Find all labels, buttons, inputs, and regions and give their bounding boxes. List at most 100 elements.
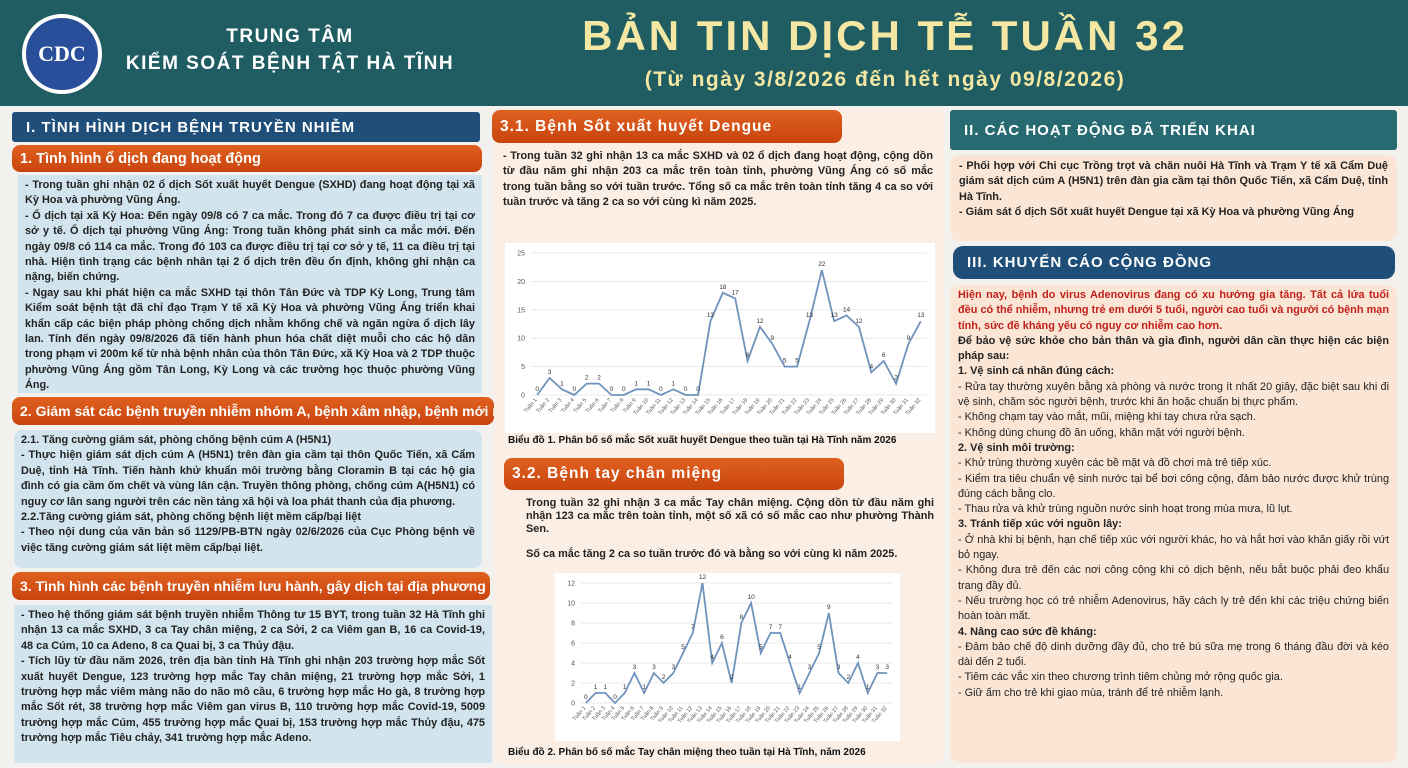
data-label: 17 xyxy=(732,289,740,296)
data-label: 0 xyxy=(573,386,577,393)
item: - Đảm bảo chế độ dinh dưỡng đầy đủ, cho … xyxy=(958,640,1389,669)
data-label: 0 xyxy=(696,386,700,393)
data-label: 2 xyxy=(846,674,850,681)
data-label: 13 xyxy=(806,312,814,319)
data-line xyxy=(536,269,922,397)
data-label: 10 xyxy=(747,594,755,601)
data-label: 1 xyxy=(866,684,870,691)
data-label: 5 xyxy=(759,644,763,651)
data-label: 7 xyxy=(778,624,782,631)
y-tick-label: 25 xyxy=(517,251,525,258)
data-label: 7 xyxy=(769,624,773,631)
item: - Kiểm tra tiêu chuẩn vệ sinh nước tại b… xyxy=(958,472,1389,500)
data-label: 2 xyxy=(894,375,898,382)
data-label: 8 xyxy=(740,614,744,621)
data-label: 12 xyxy=(699,574,707,581)
y-tick-label: 0 xyxy=(521,393,525,400)
data-label: 0 xyxy=(584,694,588,701)
org-line: KIỂM SOÁT BỆNH TẬT HÀ TĨNH xyxy=(125,53,455,74)
paragraph: - Ngay sau khi phát hiện ca mắc SXHD tại… xyxy=(25,286,475,392)
intro: Hiện nay, bệnh do virus Adenovirus đang … xyxy=(958,289,1389,332)
paragraph: Số ca mắc tăng 2 ca so tuần trước đó và … xyxy=(526,548,898,560)
data-label: 4 xyxy=(710,654,714,661)
title: BẢN TIN DỊCH TỄ TUẦN 32 xyxy=(582,12,1188,59)
group-heading: 4. Nâng cao sức đề kháng: xyxy=(958,625,1097,638)
data-label: 4 xyxy=(788,654,792,661)
data-label: 4 xyxy=(856,654,860,661)
item: - Thau rửa và khử trùng nguồn nước sinh … xyxy=(958,503,1293,516)
data-label: 0 xyxy=(684,386,688,393)
item: - Tiêm các vắc xin theo chương trình tiê… xyxy=(958,671,1283,684)
chart-caption: Biểu đồ 1. Phân bố số mắc Sốt xuất huyết… xyxy=(508,435,897,446)
data-label: 18 xyxy=(719,284,727,291)
data-label: 1 xyxy=(798,684,802,691)
item: - Không chạm tay vào mắt, mũi, miệng khi… xyxy=(958,411,1256,424)
text-box: - Trong tuần ghi nhận 02 ổ dịch Sốt xuất… xyxy=(18,175,482,393)
y-tick-label: 12 xyxy=(567,581,575,588)
data-label: 1 xyxy=(594,684,598,691)
paragraph: - Theo hệ thống giám sát bệnh truyền nhi… xyxy=(21,609,485,652)
data-label: 3 xyxy=(808,664,812,671)
data-label: 12 xyxy=(855,318,863,325)
paragraph: - Ổ dịch tại xã Kỳ Hoa: Đến ngày 09/8 có… xyxy=(25,209,475,284)
group-heading: 3. Tránh tiếp xúc với nguồn lây: xyxy=(958,518,1122,531)
data-label: 3 xyxy=(633,664,637,671)
data-label: 3 xyxy=(652,664,656,671)
data-label: 3 xyxy=(885,664,889,671)
paragraph: - Tích lũy từ đầu năm 2026, trên địa bàn… xyxy=(21,655,485,745)
data-label: 3 xyxy=(548,369,552,376)
text-box: Hiện nay, bệnh do virus Adenovirus đang … xyxy=(950,285,1397,763)
org-line: TRUNG TÂM xyxy=(226,26,354,47)
data-label: 0 xyxy=(622,386,626,393)
sub-heading: 3. Tình hình các bệnh truyền nhiễm lưu h… xyxy=(12,572,490,600)
data-label: 5 xyxy=(795,358,799,365)
data-label: 2 xyxy=(585,375,589,382)
data-label: 0 xyxy=(659,386,663,393)
paragraph: Trong tuần 32 ghi nhận 3 ca mắc Tay chân… xyxy=(526,497,934,535)
text-box: - Theo hệ thống giám sát bệnh truyền nhi… xyxy=(14,605,492,763)
data-label: 1 xyxy=(603,684,607,691)
data-label: 2 xyxy=(730,674,734,681)
data-label: 1 xyxy=(560,380,564,387)
y-tick-label: 6 xyxy=(571,641,575,648)
data-label: 9 xyxy=(907,335,911,342)
data-label: 22 xyxy=(818,261,826,268)
data-label: 1 xyxy=(642,684,646,691)
item: - Ở nhà khi bị bệnh, hạn chế tiếp xúc vớ… xyxy=(958,533,1389,562)
y-tick-label: 10 xyxy=(517,336,525,343)
y-tick-label: 10 xyxy=(567,601,575,608)
data-label: 6 xyxy=(720,634,724,641)
item: - Giữ ấm cho trẻ khi giao mùa, tránh để … xyxy=(958,686,1224,699)
lead: Để bảo vệ sức khỏe cho bản thân và gia đ… xyxy=(958,334,1389,363)
section-heading: III. KHUYẾN CÁO CỘNG ĐỒNG xyxy=(953,246,1395,279)
item: - Không dùng chung đồ ăn uống, khăn mặt … xyxy=(958,426,1245,439)
data-label: 1 xyxy=(647,380,651,387)
data-label: 5 xyxy=(817,644,821,651)
data-label: 14 xyxy=(843,306,851,313)
data-label: 12 xyxy=(756,318,764,325)
item: - Khử trùng thường xuyên các bề mặt và đ… xyxy=(958,457,1272,470)
item: - Không đưa trẻ đến các nơi công cộng kh… xyxy=(958,564,1389,592)
data-label: 9 xyxy=(771,335,775,342)
paragraph: 2.2.Tăng cường giám sát, phòng chống bện… xyxy=(21,511,361,524)
y-tick-label: 4 xyxy=(571,661,575,668)
paragraph: - Giám sát ổ dịch Sốt xuất huyết Dengue … xyxy=(959,206,1355,219)
data-label: 5 xyxy=(783,358,787,365)
data-label: 13 xyxy=(707,312,715,319)
data-label: 7 xyxy=(691,624,695,631)
paragraph: - Thực hiện giám sát dịch cúm A (H5N1) t… xyxy=(21,449,475,508)
sub-heading: 3.1. Bệnh Sốt xuất huyết Dengue xyxy=(492,110,842,143)
data-label: 2 xyxy=(662,674,666,681)
y-tick-label: 8 xyxy=(571,621,575,628)
item: - Nếu trường học có trẻ nhiễm Adenovirus… xyxy=(958,594,1389,623)
paragraph: - Trong tuần 32 ghi nhận 13 ca mắc SXHD … xyxy=(503,150,933,209)
y-tick-label: 5 xyxy=(521,364,525,371)
data-label: 3 xyxy=(672,664,676,671)
paragraph: - Theo nội dung của văn bản số 1129/PB-B… xyxy=(21,526,475,554)
data-label: 13 xyxy=(831,312,839,319)
group-heading: 2. Vệ sinh môi trường: xyxy=(958,441,1075,454)
data-label: 0 xyxy=(535,386,539,393)
